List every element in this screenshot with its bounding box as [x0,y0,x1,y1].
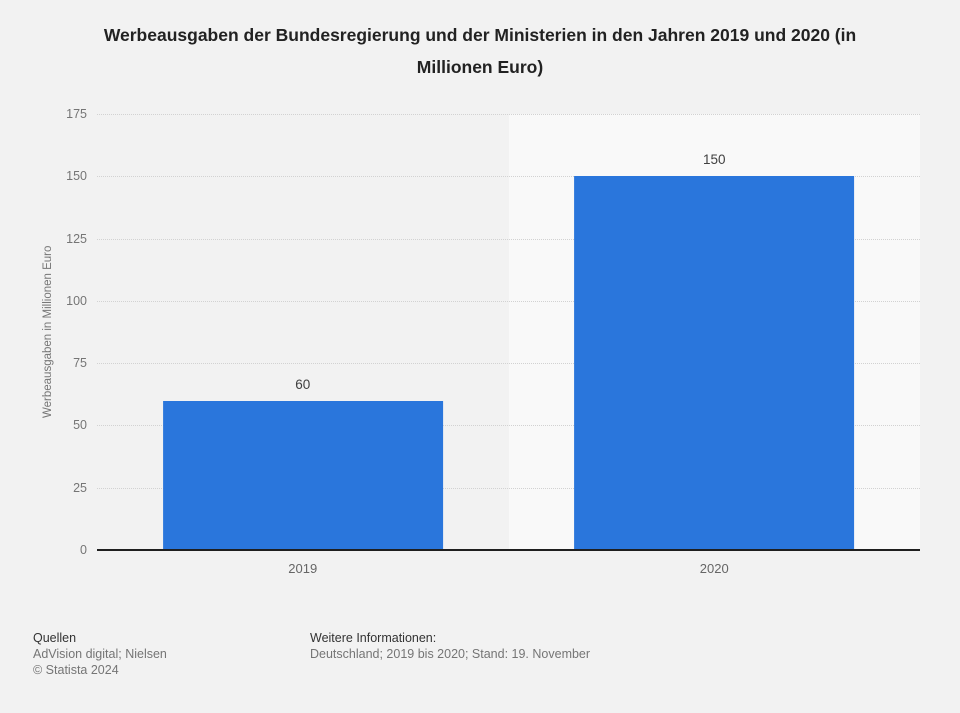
gridline-50 [97,425,920,427]
plot-area: 0 25 50 75 100 125 150 175 60 150 [66,107,920,557]
gridline-100 [97,300,920,302]
info-block: Weitere Informationen: Deutschland; 2019… [310,630,590,662]
gridline-175 [97,114,920,115]
gridline-150 [97,176,920,178]
info-label: Weitere Informationen: [310,631,437,645]
info-text: Deutschland; 2019 bis 2020; Stand: 19. N… [310,647,591,661]
y-tick-label-50: 50 [73,418,87,433]
x-tick-label-2019: 2019 [288,561,318,576]
bar-2020[interactable] [574,176,855,550]
y-tick-label-100: 100 [66,293,87,308]
y-tick-label-0: 0 [80,543,87,557]
bar-2019[interactable] [162,400,443,550]
y-tick-label-25: 25 [73,480,87,495]
x-axis-labels: 2019 2020 [97,561,920,576]
y-tick-label-125: 125 [66,231,87,246]
x-tick-label-2020: 2020 [699,561,729,576]
gridline-75 [97,363,920,365]
sources-block: Quellen AdVision digital; Nielsen © Stat… [33,630,167,678]
copyright-text: © Statista 2024 [33,663,119,677]
bar-value-label-2019: 60 [295,376,311,392]
chart-title: Werbeausgaben der Bundesregierung und de… [103,25,857,77]
y-tick-label-150: 150 [66,169,87,184]
gridline-125 [97,238,920,240]
gridline-25 [97,487,920,489]
y-tick-label-175: 175 [66,107,87,121]
sources-label: Quellen [33,631,77,645]
y-tick-label-75: 75 [73,356,87,371]
sources-text: AdVision digital; Nielsen [33,647,167,661]
bar-value-label-2020: 150 [702,152,726,168]
x-axis-baseline [97,549,920,551]
